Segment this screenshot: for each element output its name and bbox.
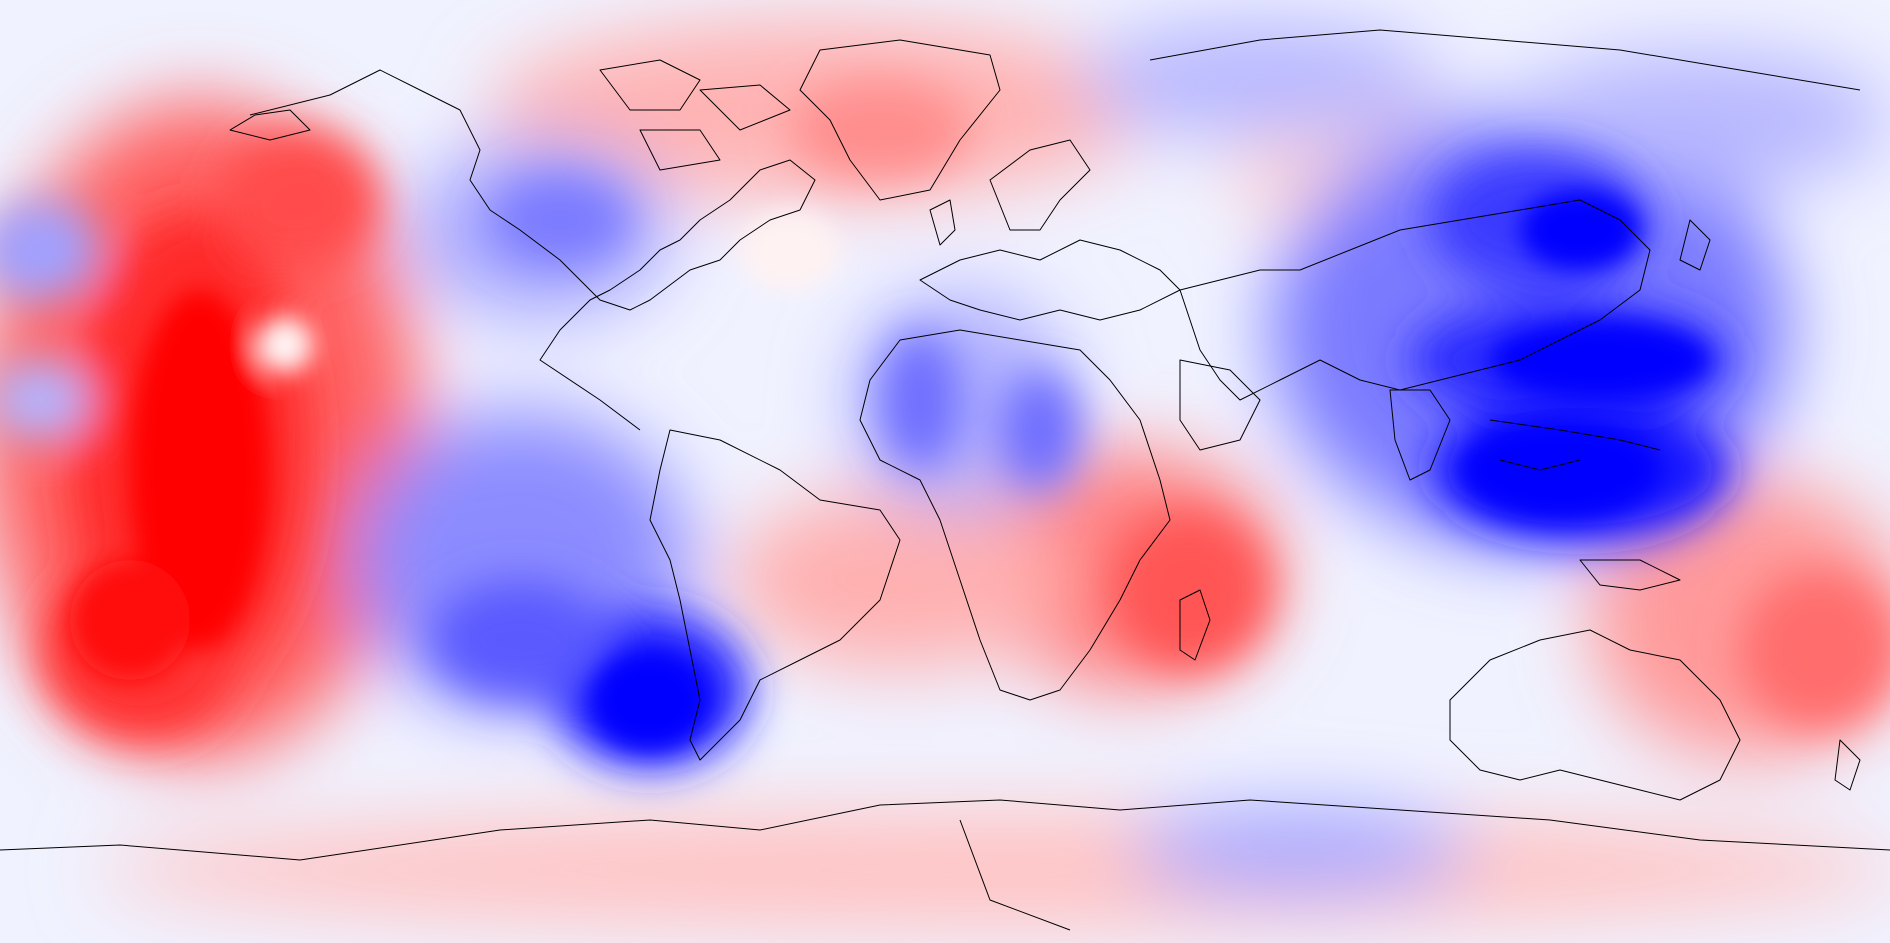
- warm-region: [100, 810, 1890, 930]
- neutral-spot: [257, 317, 313, 373]
- cool-region: [1080, 20, 1440, 140]
- warm-core: [1110, 510, 1270, 670]
- coastline-greenland: [799, 39, 1001, 201]
- coastline-india: [1389, 389, 1451, 481]
- coastline-north-america: [249, 69, 816, 431]
- coastline-scandinavia: [989, 139, 1091, 231]
- warm-region: [730, 490, 1070, 670]
- warm-peak: [70, 560, 190, 680]
- cool-core: [0, 360, 90, 440]
- border-antarctic-meridian: [959, 819, 1071, 931]
- coastline-africa: [859, 329, 1171, 701]
- warm-core: [790, 80, 970, 180]
- cool-core: [1000, 370, 1080, 490]
- field-peak-layer: [70, 190, 1710, 750]
- warm-peak: [130, 290, 270, 650]
- coastline-arabia: [1179, 359, 1261, 451]
- coastline-new-guinea: [1579, 559, 1681, 591]
- cool-core: [430, 580, 610, 700]
- neutral-spot: [740, 210, 840, 290]
- cool-core: [0, 200, 100, 300]
- coastline-japan: [1679, 219, 1711, 271]
- cool-core: [880, 330, 960, 470]
- cool-peak: [1520, 190, 1640, 270]
- coastline-new-zealand: [1834, 739, 1861, 791]
- coastline-south-america: [649, 429, 901, 761]
- cool-peak: [1460, 420, 1660, 520]
- coastline-alaska: [229, 109, 311, 141]
- coastline-arctic-islands: [599, 59, 791, 171]
- cool-region: [1510, 50, 1890, 190]
- cool-core: [490, 175, 630, 265]
- cool-peak: [1490, 320, 1710, 400]
- coastline-madagascar: [1179, 589, 1211, 661]
- warm-core: [220, 130, 380, 270]
- cool-peak: [590, 650, 710, 750]
- anomaly-field: [0, 20, 1890, 930]
- cool-region: [1130, 805, 1470, 895]
- coastline-north-asia: [1149, 29, 1861, 91]
- coastline-british-isles: [929, 199, 956, 246]
- coastline-indonesia: [1489, 419, 1661, 471]
- coastlines: [0, 29, 1890, 931]
- coastline-asia: [1179, 199, 1651, 401]
- coastline-australia: [1449, 629, 1741, 801]
- warm-core: [1740, 570, 1890, 730]
- coastline-antarctica: [0, 799, 1890, 861]
